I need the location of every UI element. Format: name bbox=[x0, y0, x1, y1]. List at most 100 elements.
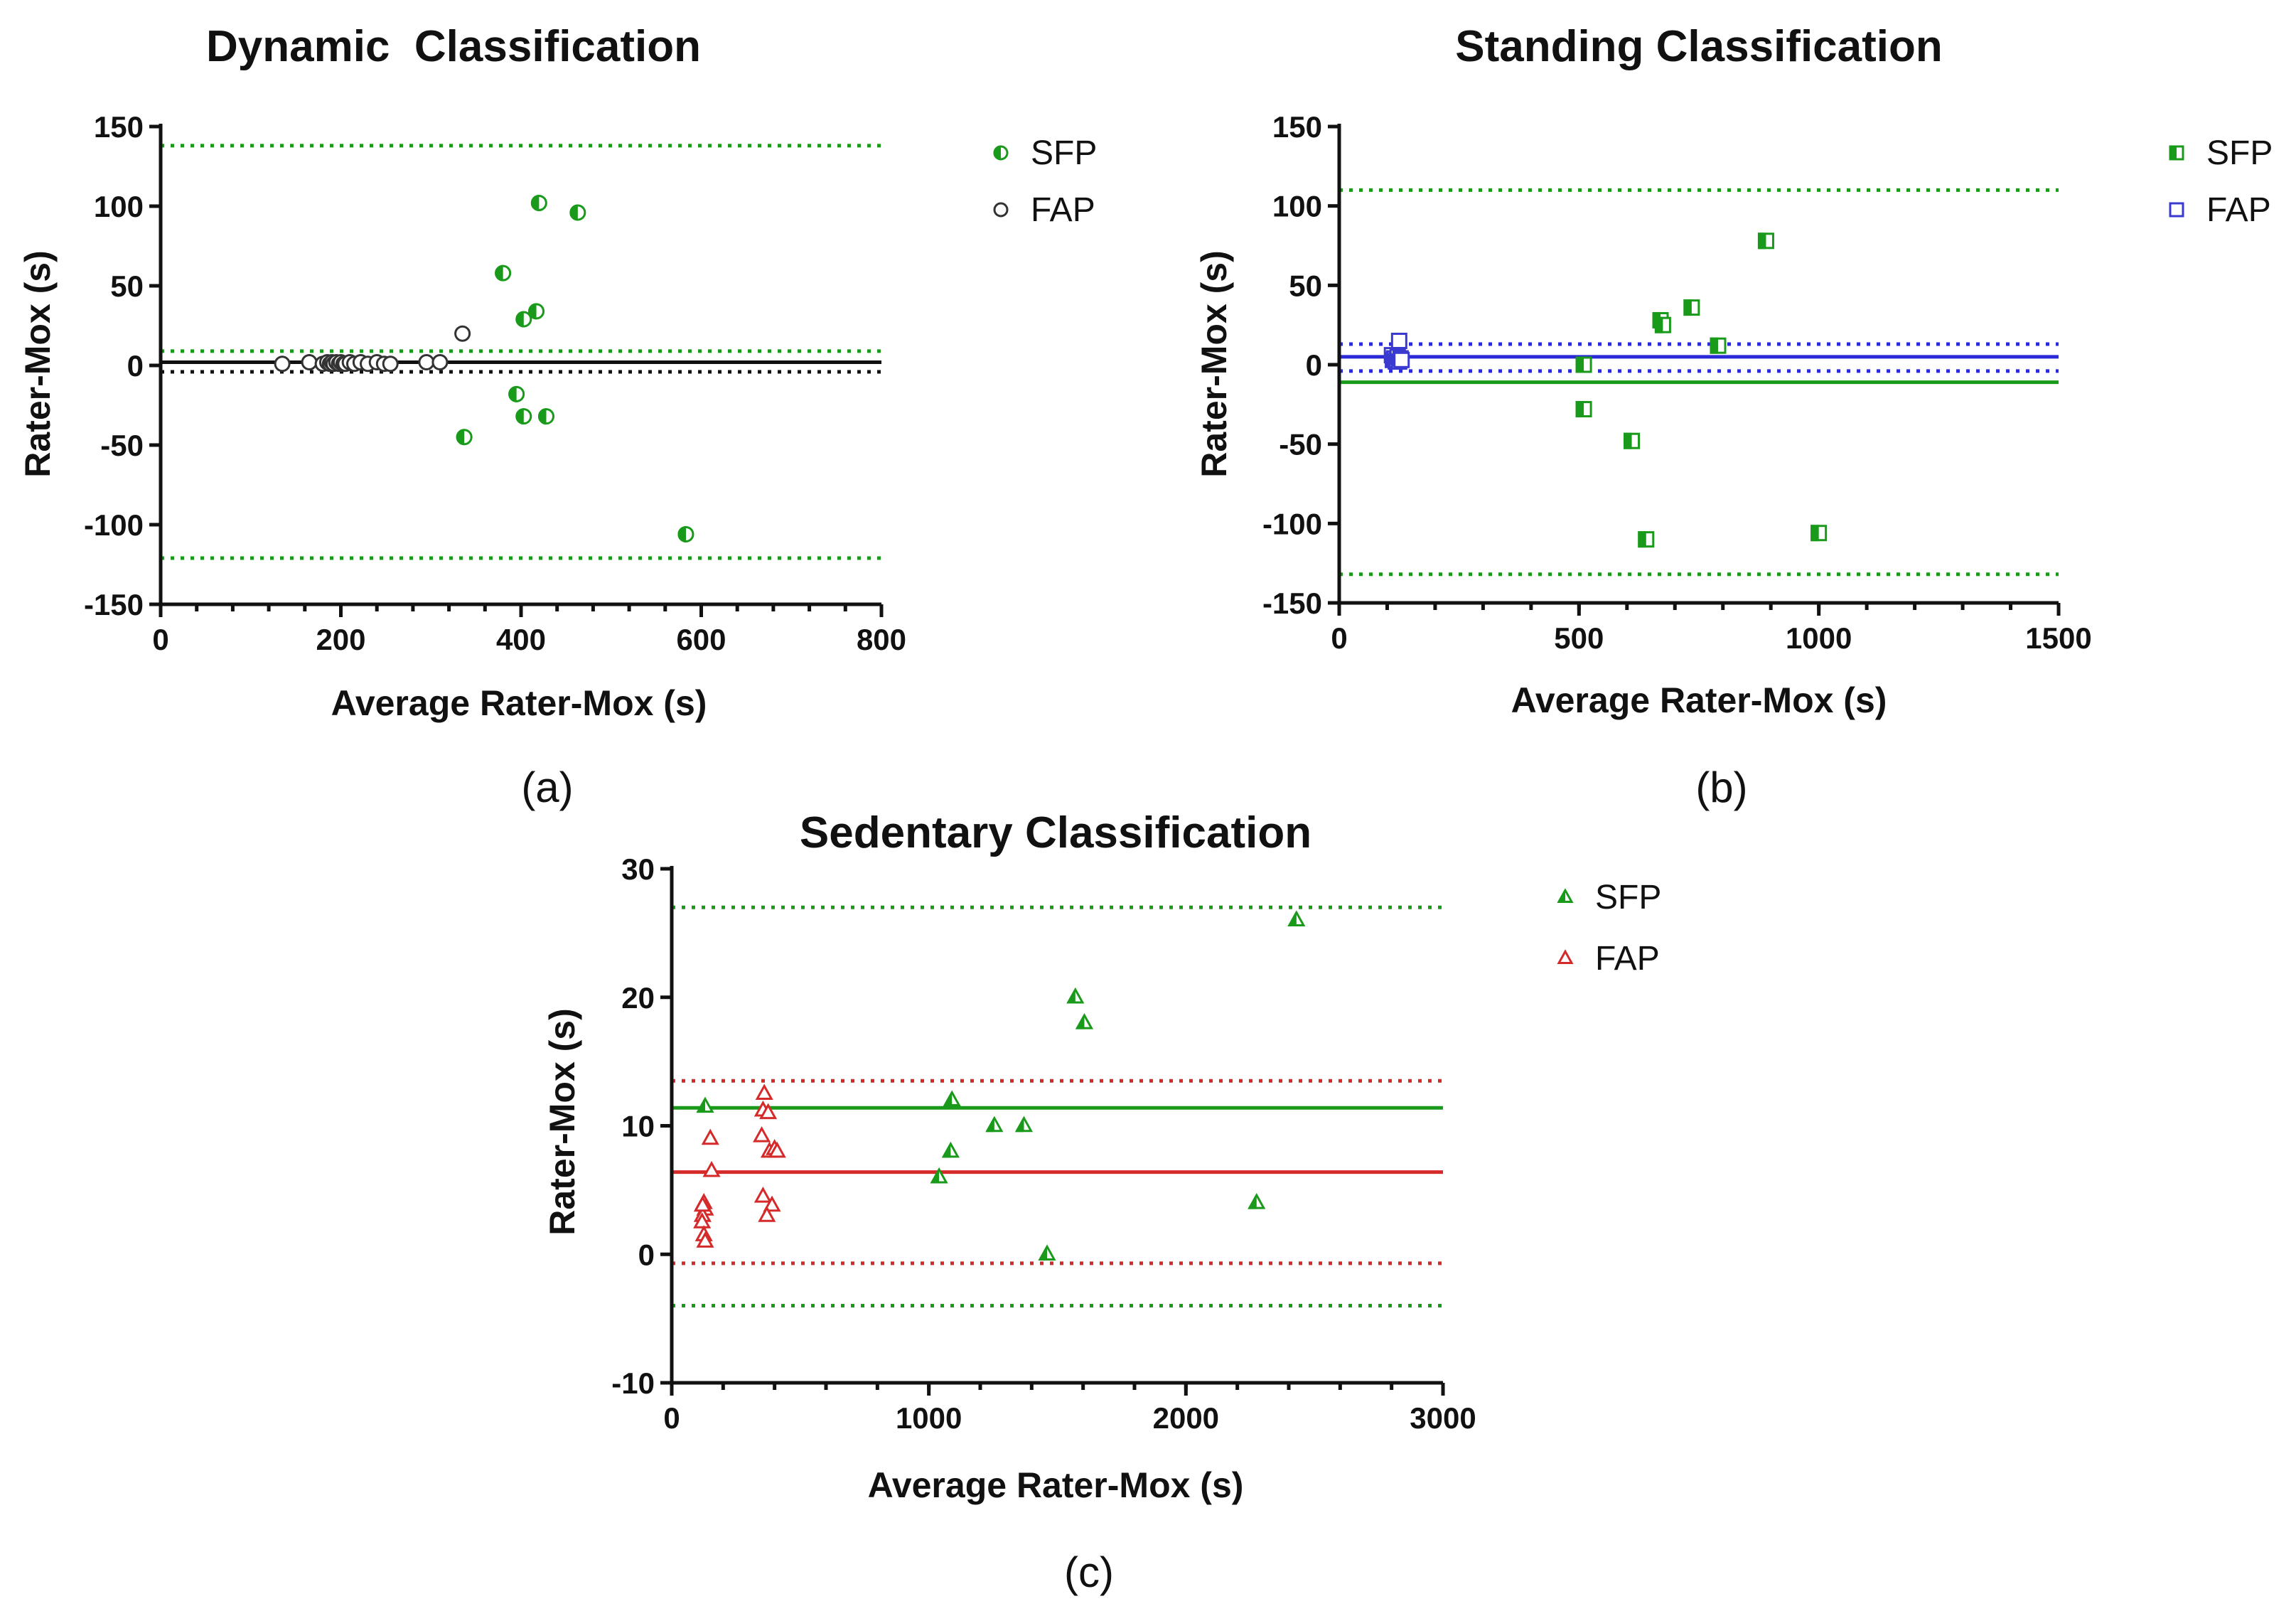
panel-c-fap-point-8 bbox=[693, 1195, 712, 1212]
panel-b-legend-marker-sfp-fill bbox=[2169, 145, 2177, 161]
panel-b-sfp-point-4 bbox=[1710, 337, 1727, 354]
panel-c-fap-point-18 bbox=[758, 1206, 776, 1222]
panel-b-x-tick-label-0: 0 bbox=[1331, 621, 1347, 655]
panel-c-x-tick-label-0: 0 bbox=[663, 1401, 680, 1435]
panel-c-fap-point-12-outline bbox=[753, 1126, 771, 1143]
panel-b-series-fap bbox=[1383, 333, 1410, 370]
panel-a-sfp-point-5-fill bbox=[508, 385, 517, 402]
panel-b-x-tick-label-1: 500 bbox=[1554, 621, 1604, 655]
panel-c-series-sfp bbox=[696, 910, 1306, 1261]
panel-a-caption: (a) bbox=[521, 764, 573, 811]
panel-a-sfp-point-6-fill bbox=[515, 408, 524, 425]
panel-c-legend-marker-fap bbox=[1557, 949, 1574, 964]
panel-c-legend-label-fap: FAP bbox=[1595, 940, 1660, 978]
panel-a-sfp-point-3-fill bbox=[528, 303, 537, 320]
panel-c-x-tick-label-3: 3000 bbox=[1410, 1401, 1476, 1435]
panel-a-y-tick-label-3: 0 bbox=[127, 349, 144, 382]
panel-c-fap-point-8-outline bbox=[693, 1195, 712, 1212]
panel-b-sfp-point-1-fill bbox=[1683, 299, 1692, 316]
panel-b-sfp-point-0-fill bbox=[1757, 232, 1766, 250]
panel-c-fap-point-5-outline bbox=[693, 1212, 712, 1229]
panel-c-sfp-point-4-fill bbox=[985, 1117, 994, 1133]
panel-c-sfp-point-0 bbox=[1287, 910, 1306, 926]
panel-c-sfp-point-10-fill bbox=[697, 1098, 706, 1113]
panel-c-fap-point-7-outline bbox=[696, 1231, 714, 1248]
panel-b-sfp-point-3 bbox=[1654, 316, 1671, 333]
panel-a-sfp-point-7 bbox=[537, 408, 554, 425]
panel-c-sfp-point-2 bbox=[1075, 1013, 1094, 1029]
panel-b-y-tick-label-3: 0 bbox=[1306, 348, 1322, 382]
panel-c-legend-marker-fap-outline bbox=[1557, 949, 1574, 964]
panel-a-legend: SFP FAP bbox=[993, 134, 1097, 229]
panel-b-fap-point-9 bbox=[1393, 351, 1410, 368]
panel-a-sfp-point-9-fill bbox=[677, 525, 686, 542]
panel-b-sfp-point-9-fill bbox=[1638, 531, 1646, 548]
panel-c-sfp-point-3-fill bbox=[943, 1091, 953, 1107]
panel-b-legend-marker-sfp bbox=[2169, 145, 2184, 161]
panel-a-sfp-point-8 bbox=[456, 429, 473, 446]
panel-c-y-tick-label-2: 10 bbox=[621, 1110, 655, 1143]
panel-c-fap-point-17 bbox=[763, 1195, 781, 1212]
panel-a-sfp-point-0 bbox=[530, 195, 547, 212]
panel-c-series-fap bbox=[693, 1083, 786, 1248]
panel-c-sfp-point-2-fill bbox=[1075, 1014, 1085, 1029]
panel-b-fap-point-9-outline bbox=[1393, 351, 1410, 368]
panel-a-fap-point-1-outline bbox=[301, 354, 318, 371]
panel-c-y-tick-label-3: 20 bbox=[621, 981, 655, 1015]
panel-b-x-tick-label-3: 1500 bbox=[2025, 621, 2091, 655]
panel-b-sfp-point-7-fill bbox=[1624, 432, 1632, 449]
panel-a-y-tick-label-5: 100 bbox=[94, 190, 144, 223]
panel-c-x-tick-label-1: 1000 bbox=[896, 1401, 962, 1435]
panel-a-legend-marker-sfp bbox=[993, 145, 1009, 161]
panel-a-fap-point-19-outline bbox=[418, 354, 435, 371]
panel-c-fap-point-18-outline bbox=[758, 1206, 776, 1222]
panel-c-fap-point-15 bbox=[768, 1141, 786, 1158]
panel-c-fap-point-0 bbox=[701, 1128, 719, 1145]
panel-c-sfp-point-7 bbox=[930, 1167, 948, 1184]
panel-c-x-tick-label-2: 2000 bbox=[1153, 1401, 1219, 1435]
panel-a-fap-point-20 bbox=[431, 354, 449, 371]
panel-c-fap-point-17-outline bbox=[763, 1195, 781, 1212]
panel-b-legend-label-fap: FAP bbox=[2206, 191, 2271, 229]
panel-c-fap-point-11-outline bbox=[759, 1103, 778, 1120]
panel-b-x-tick-label-2: 1000 bbox=[1786, 621, 1852, 655]
panel-c-fap-point-9 bbox=[755, 1083, 773, 1101]
panel-c-legend-label-sfp: SFP bbox=[1595, 879, 1661, 916]
panel-a-sfp-point-6 bbox=[515, 408, 532, 425]
panel-c-sfp-point-6 bbox=[941, 1141, 960, 1158]
panel-c-sfp-point-1 bbox=[1066, 987, 1085, 1004]
panel-c-fap-point-7 bbox=[696, 1231, 714, 1248]
panel-b-sfp-point-8 bbox=[1810, 525, 1828, 542]
panel-b-legend: SFP FAP bbox=[2169, 134, 2273, 229]
panel-c-fap-point-0-outline bbox=[701, 1128, 719, 1145]
panel-b-series-sfp bbox=[1575, 232, 1828, 548]
panel-c-sfp-point-7-fill bbox=[930, 1168, 940, 1184]
panel-c-fap-point-12 bbox=[753, 1126, 771, 1143]
panel-b-title: Standing Classification bbox=[1455, 22, 1943, 71]
panel-c-fap-point-15-outline bbox=[768, 1141, 786, 1158]
panel-b-y-tick-label-2: -50 bbox=[1279, 428, 1322, 461]
panel-c-sfp-point-0-fill bbox=[1287, 911, 1297, 926]
panel-b-xlabel: Average Rater-Mox (s) bbox=[1511, 680, 1887, 720]
panel-a-sfp-point-0-fill bbox=[530, 195, 540, 212]
panel-a-legend-label-fap: FAP bbox=[1031, 191, 1095, 229]
panel-b-fap-point-0 bbox=[1390, 333, 1407, 349]
panel-a-legend-marker-fap-outline bbox=[993, 202, 1009, 218]
panel-c-sfp-point-1-fill bbox=[1066, 988, 1075, 1004]
panel-a-y-tick-label-6: 150 bbox=[94, 110, 144, 144]
panel-a-plot: -150 -100 -50 0 50 100 150 0 200 400 600 800 SFP FAP bbox=[84, 110, 1097, 656]
panel-a-fap-point-0-outline bbox=[274, 355, 291, 373]
panel-a-sfp-point-2 bbox=[495, 264, 512, 282]
panel-c-fap-point-9-outline bbox=[755, 1083, 773, 1101]
panel-a-sfp-point-2-fill bbox=[495, 264, 503, 282]
panel-a-fap-point-1 bbox=[301, 354, 318, 371]
panel-a-fap-point-21-outline bbox=[454, 325, 471, 342]
panel-a-fap-point-19 bbox=[418, 354, 435, 371]
panel-c: Sedentary Classification Rater-Mox (s) A… bbox=[542, 808, 1661, 1596]
panel-c-sfp-point-9 bbox=[1038, 1244, 1056, 1261]
panel-b-sfp-point-3-fill bbox=[1654, 316, 1663, 333]
panel-a-fap-point-18 bbox=[382, 355, 399, 373]
panel-b-y-tick-label-1: -100 bbox=[1262, 507, 1322, 540]
panel-a-y-tick-label-4: 50 bbox=[110, 269, 144, 303]
